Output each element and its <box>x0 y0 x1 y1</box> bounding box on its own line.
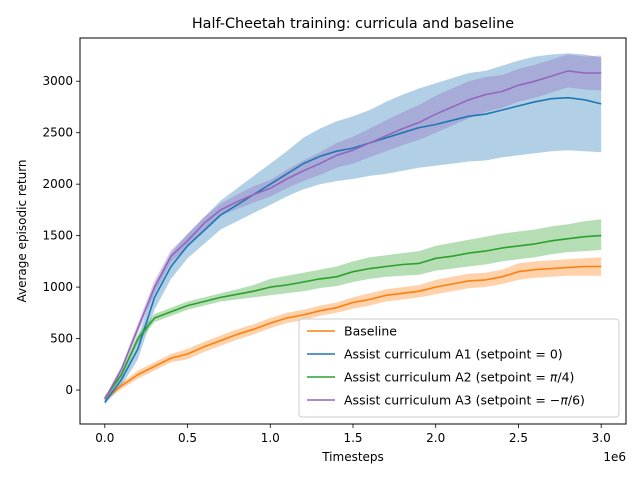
y-tick-label: 2500 <box>42 126 73 140</box>
y-tick-label: 1000 <box>42 280 73 294</box>
x-tick-label: 3.0 <box>592 431 611 445</box>
series-line-2 <box>104 234 602 399</box>
y-tick-label: 3000 <box>42 74 73 88</box>
series-band-3 <box>104 54 602 402</box>
series-line-3 <box>104 70 602 400</box>
legend: Baseline Assist curriculum A1 (setpoint =… <box>298 318 620 418</box>
confidence-bands <box>104 53 602 405</box>
y-axis-label: Average episodic return <box>15 159 29 302</box>
series-lines <box>104 70 602 403</box>
x-tick-label: 2.0 <box>426 431 445 445</box>
legend-label: Assist curriculum A3 (setpoint = −π/6) <box>344 393 585 408</box>
y-tick-label: 1500 <box>42 229 73 243</box>
x-tick-label: 1.5 <box>343 431 362 445</box>
chart-title: Half-Cheetah training: curricula and bas… <box>192 16 514 32</box>
y-tick-label: 500 <box>50 332 73 346</box>
legend-label: Assist curriculum A1 (setpoint = 0) <box>344 347 563 362</box>
x-tick-label: 0.5 <box>178 431 197 445</box>
x-tick-label: 0.0 <box>95 431 114 445</box>
x-axis-ticks: 0.0 0.5 1.0 1.5 2.0 2.5 3.0 <box>95 424 611 445</box>
x-axis-offset-label: 1e6 <box>603 450 626 464</box>
legend-box <box>298 318 620 418</box>
series-line-0 <box>104 265 602 399</box>
y-tick-label: 2000 <box>42 177 73 191</box>
series-line-1 <box>104 96 602 403</box>
x-axis-label: Timesteps <box>321 450 384 464</box>
series-band-1 <box>104 53 602 405</box>
y-axis-ticks: 0 500 1000 1500 2000 2500 3000 <box>42 74 80 397</box>
legend-label: Baseline <box>344 324 397 339</box>
x-tick-label: 2.5 <box>509 431 528 445</box>
legend-label: Assist curriculum A2 (setpoint = π/4) <box>344 370 574 385</box>
series-band-0 <box>104 257 602 402</box>
y-tick-label: 0 <box>65 383 73 397</box>
x-tick-label: 1.0 <box>261 431 280 445</box>
series-band-2 <box>104 219 602 401</box>
